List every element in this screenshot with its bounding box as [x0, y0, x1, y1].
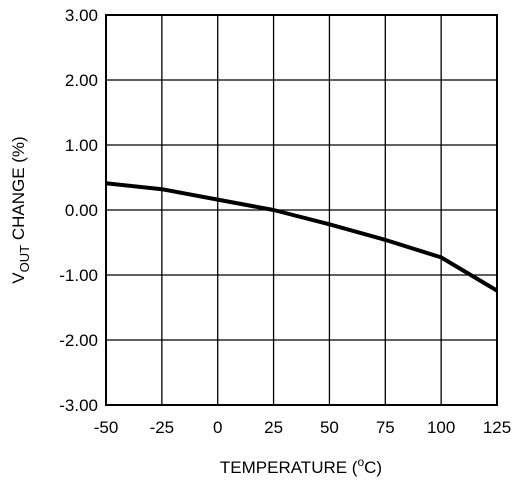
y-tick-label: 0.00 — [65, 201, 98, 220]
x-tick-label: 0 — [213, 418, 222, 437]
x-tick-label: 100 — [427, 418, 455, 437]
y-axis-label-tail: CHANGE (%) — [9, 136, 28, 245]
y-tick-label: 2.00 — [65, 71, 98, 90]
y-tick-label: 1.00 — [65, 136, 98, 155]
y-axis-label: VOUT CHANGE (%) — [9, 136, 32, 283]
x-axis-label-unit: C) — [364, 458, 382, 477]
grid — [106, 15, 497, 405]
y-axis-label-subscript: OUT — [17, 245, 32, 273]
x-tick-label: 75 — [376, 418, 395, 437]
y-tick-label: 3.00 — [65, 6, 98, 25]
x-tick-label: 50 — [320, 418, 339, 437]
x-tick-label: -25 — [150, 418, 175, 437]
y-tick-label: -1.00 — [59, 266, 98, 285]
y-tick-label: -2.00 — [59, 331, 98, 350]
x-axis-label: TEMPERATURE (oC) — [220, 455, 382, 477]
x-tick-label: 25 — [264, 418, 283, 437]
x-tick-label: 125 — [483, 418, 511, 437]
y-tick-labels: 3.00 2.00 1.00 0.00 -1.00 -2.00 -3.00 — [59, 6, 98, 415]
y-tick-label: -3.00 — [59, 396, 98, 415]
x-tick-label: -50 — [94, 418, 119, 437]
x-tick-labels: -50 -25 0 25 50 75 100 125 — [94, 418, 511, 437]
